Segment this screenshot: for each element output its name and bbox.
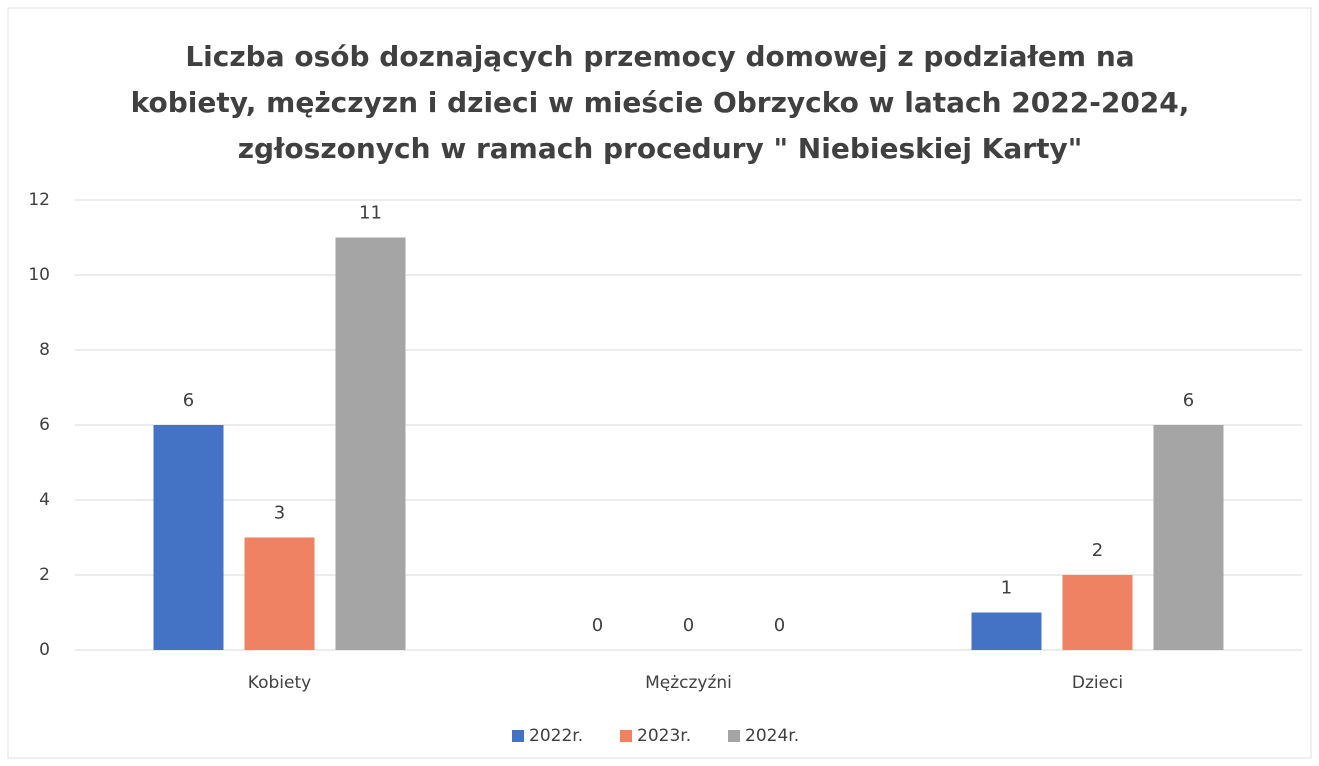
- data-label: 6: [1183, 390, 1194, 411]
- bar: [335, 237, 406, 650]
- bar: [1153, 425, 1224, 650]
- bar: [153, 425, 224, 650]
- y-tick-label: 10: [28, 265, 50, 285]
- data-label: 1: [1001, 578, 1012, 599]
- chart-frame: [7, 7, 1312, 759]
- legend-label: 2024r.: [745, 726, 799, 746]
- data-label: 3: [274, 503, 285, 524]
- y-tick-label: 0: [39, 640, 50, 660]
- chart-title: zgłoszonych w ramach procedury " Niebies…: [238, 132, 1083, 165]
- bar: [971, 612, 1042, 650]
- chart-title: kobiety, mężczyzn i dzieci w mieście Obr…: [131, 86, 1190, 119]
- y-tick-label: 6: [39, 415, 50, 435]
- legend-swatch: [620, 730, 632, 742]
- x-tick-label: Mężczyźni: [645, 673, 732, 693]
- data-label: 2: [1092, 540, 1103, 561]
- bar: [244, 537, 315, 650]
- bar: [1062, 575, 1133, 650]
- legend-swatch: [728, 730, 740, 742]
- data-label: 0: [683, 615, 694, 636]
- data-label: 0: [592, 615, 603, 636]
- y-tick-label: 4: [39, 490, 50, 510]
- legend-label: 2023r.: [637, 726, 691, 746]
- data-label: 11: [359, 203, 382, 224]
- y-tick-label: 8: [39, 340, 50, 360]
- y-tick-label: 2: [39, 565, 50, 585]
- data-label: 6: [183, 390, 194, 411]
- legend-label: 2022r.: [529, 726, 583, 746]
- x-tick-label: Dzieci: [1072, 673, 1123, 693]
- legend-swatch: [512, 730, 524, 742]
- x-tick-label: Kobiety: [248, 673, 311, 693]
- data-label: 0: [774, 615, 785, 636]
- y-tick-label: 12: [28, 190, 50, 210]
- chart-title: Liczba osób doznających przemocy domowej…: [185, 40, 1134, 73]
